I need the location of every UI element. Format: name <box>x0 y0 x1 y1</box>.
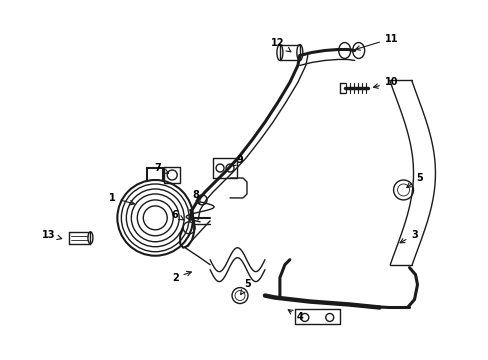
Text: 6: 6 <box>171 210 183 220</box>
Text: 4: 4 <box>287 310 303 323</box>
Text: 1: 1 <box>109 193 134 205</box>
Text: 10: 10 <box>373 77 398 88</box>
Text: 13: 13 <box>41 230 61 240</box>
Text: 7: 7 <box>155 163 168 173</box>
Text: 2: 2 <box>171 271 191 283</box>
Text: 5: 5 <box>240 279 251 294</box>
Text: 11: 11 <box>355 33 398 50</box>
Text: 8: 8 <box>192 190 200 204</box>
Text: 5: 5 <box>406 173 422 188</box>
Text: 3: 3 <box>399 230 417 243</box>
Text: 12: 12 <box>271 37 290 52</box>
Text: 9: 9 <box>231 155 243 166</box>
